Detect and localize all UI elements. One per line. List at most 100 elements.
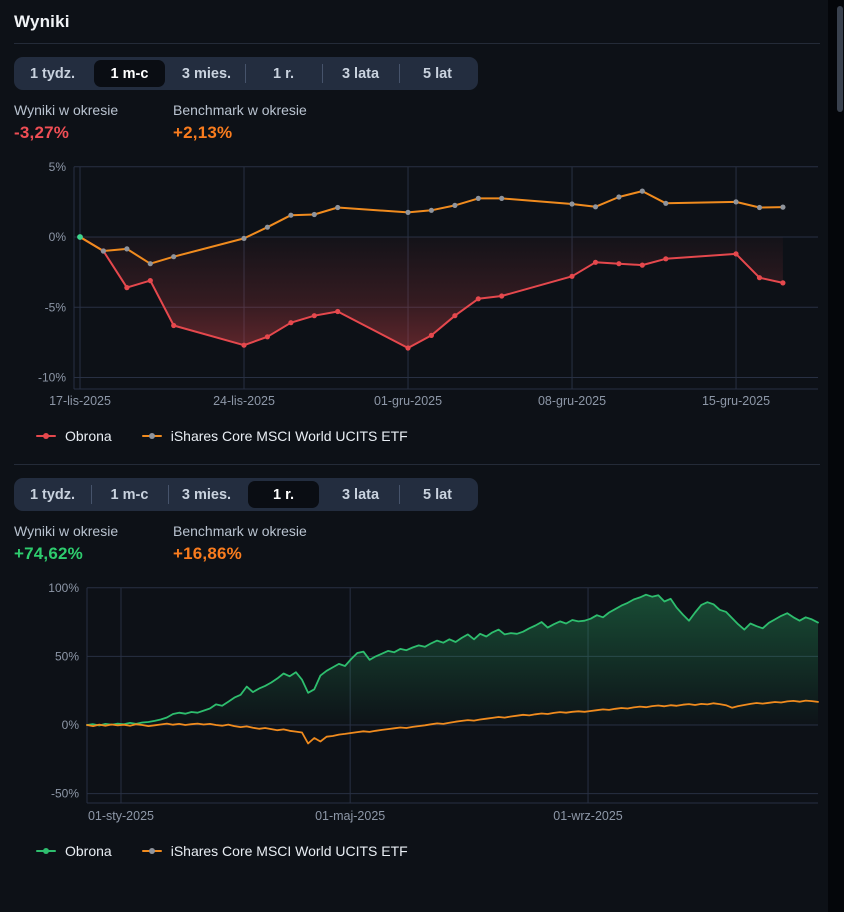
data-point-marker	[241, 236, 246, 241]
x-axis-label: 01-sty-2025	[88, 809, 154, 823]
results-panel: Wyniki 1 tydz. 1 m-c 3 mies. 1 r. 3 lata…	[0, 0, 828, 912]
data-point-marker	[171, 323, 176, 328]
data-point-marker	[124, 285, 129, 290]
legend-item-ishares-core-msci-world-ucits-etf[interactable]: iShares Core MSCI World UCITS ETF	[142, 843, 408, 859]
data-point-marker	[640, 263, 645, 268]
tab-5-lat[interactable]: 5 lat	[399, 478, 476, 511]
series-area-obrona	[87, 595, 818, 726]
data-point-marker	[405, 210, 410, 215]
tab-1-mc[interactable]: 1 m-c	[91, 57, 168, 90]
tab-3-lata[interactable]: 3 lata	[322, 57, 399, 90]
x-axis-label: 01-maj-2025	[315, 809, 385, 823]
data-point-marker	[312, 212, 317, 217]
data-point-marker	[733, 199, 738, 204]
tab-1-mc[interactable]: 1 m-c	[91, 478, 168, 511]
scrollbar-track[interactable]	[828, 0, 844, 912]
data-point-marker	[663, 256, 668, 261]
data-point-marker	[265, 225, 270, 230]
page-title: Wyniki	[14, 12, 828, 32]
data-point-marker	[288, 320, 293, 325]
data-point-marker	[148, 278, 153, 283]
data-point-marker	[335, 309, 340, 314]
legend-label: iShares Core MSCI World UCITS ETF	[171, 843, 408, 859]
data-point-marker	[476, 296, 481, 301]
data-point-marker	[101, 248, 106, 253]
y-axis-label: -10%	[38, 371, 66, 385]
data-point-marker	[124, 246, 129, 251]
legend-series-marker-icon	[36, 432, 56, 440]
data-point-marker	[663, 201, 668, 206]
data-point-marker	[757, 275, 762, 280]
legend-label: iShares Core MSCI World UCITS ETF	[171, 428, 408, 444]
section-1m: 1 tydz. 1 m-c 3 mies. 1 r. 3 lata 5 lat …	[14, 57, 828, 447]
data-point-marker	[171, 254, 176, 259]
result-label: Wyniki w okresie	[14, 102, 149, 118]
benchmark-label: Benchmark w okresie	[173, 102, 307, 118]
section-1r: 1 tydz. 1 m-c 3 mies. 1 r. 3 lata 5 lat …	[14, 478, 828, 862]
data-point-marker	[312, 313, 317, 318]
tab-1-r[interactable]: 1 r.	[245, 478, 322, 511]
tab-1-tydz[interactable]: 1 tydz.	[14, 57, 91, 90]
tab-1-tydz[interactable]: 1 tydz.	[14, 478, 91, 511]
data-point-marker	[452, 203, 457, 208]
data-point-marker	[757, 205, 762, 210]
data-point-marker	[780, 280, 785, 285]
y-axis-label: 0%	[62, 718, 80, 732]
tab-1-r[interactable]: 1 r.	[245, 57, 322, 90]
tab-5-lat[interactable]: 5 lat	[399, 57, 476, 90]
legend-label: Obrona	[65, 428, 112, 444]
data-point-marker	[148, 261, 153, 266]
data-point-marker	[733, 251, 738, 256]
section-divider	[14, 464, 820, 465]
x-axis-label: 08-gru-2025	[538, 394, 606, 408]
y-axis-label: 0%	[49, 230, 67, 244]
result-stat: Wyniki w okresie +74,62%	[14, 523, 149, 564]
data-point-marker	[429, 333, 434, 338]
y-axis-label: 100%	[48, 581, 79, 595]
result-label: Wyniki w okresie	[14, 523, 149, 539]
data-point-marker	[569, 274, 574, 279]
chart-legend-1m: Obrona iShares Core MSCI World UCITS ETF	[14, 425, 828, 447]
benchmark-value: +2,13%	[173, 123, 307, 143]
data-point-marker	[616, 194, 621, 199]
tab-3-mies[interactable]: 3 mies.	[168, 57, 245, 90]
x-axis-label: 24-lis-2025	[213, 394, 275, 408]
benchmark-value: +16,86%	[173, 544, 307, 564]
data-point-marker	[499, 196, 504, 201]
legend-item-ishares-core-msci-world-ucits-etf[interactable]: iShares Core MSCI World UCITS ETF	[142, 428, 408, 444]
scrollbar-thumb[interactable]	[837, 6, 843, 112]
benchmark-stat: Benchmark w okresie +2,13%	[173, 102, 307, 143]
tab-3-mies[interactable]: 3 mies.	[168, 478, 245, 511]
data-point-marker	[499, 293, 504, 298]
data-point-marker	[616, 261, 621, 266]
data-point-marker	[640, 189, 645, 194]
y-axis-label: -5%	[45, 300, 67, 314]
legend-item-obrona[interactable]: Obrona	[36, 843, 112, 859]
chart-legend-1r: Obrona iShares Core MSCI World UCITS ETF	[14, 840, 828, 862]
x-axis-label: 01-gru-2025	[374, 394, 442, 408]
stats-row-1m: Wyniki w okresie -3,27% Benchmark w okre…	[14, 102, 828, 143]
y-axis-label: -50%	[51, 787, 79, 801]
data-point-marker	[476, 196, 481, 201]
x-axis-label: 15-gru-2025	[702, 394, 770, 408]
data-point-marker	[241, 343, 246, 348]
performance-chart-1m: 5%0%-5%-10%17-lis-202524-lis-202501-gru-…	[14, 149, 840, 411]
legend-label: Obrona	[65, 843, 112, 859]
data-point-marker	[780, 205, 785, 210]
legend-series-marker-icon	[142, 432, 162, 440]
stats-row-1r: Wyniki w okresie +74,62% Benchmark w okr…	[14, 523, 828, 564]
data-point-marker	[429, 208, 434, 213]
y-axis-label: 50%	[55, 649, 79, 663]
legend-item-obrona[interactable]: Obrona	[36, 428, 112, 444]
data-point-marker	[593, 260, 598, 265]
tab-3-lata[interactable]: 3 lata	[322, 478, 399, 511]
performance-chart-1r: 100%50%0%-50%01-sty-202501-maj-202501-wr…	[14, 570, 840, 826]
data-point-marker	[265, 334, 270, 339]
period-tabs-1r: 1 tydz. 1 m-c 3 mies. 1 r. 3 lata 5 lat	[14, 478, 478, 511]
result-value: +74,62%	[14, 544, 149, 564]
data-point-marker	[452, 313, 457, 318]
benchmark-stat: Benchmark w okresie +16,86%	[173, 523, 307, 564]
y-axis-label: 5%	[49, 160, 67, 174]
period-tabs-1m: 1 tydz. 1 m-c 3 mies. 1 r. 3 lata 5 lat	[14, 57, 478, 90]
data-point-marker	[569, 201, 574, 206]
